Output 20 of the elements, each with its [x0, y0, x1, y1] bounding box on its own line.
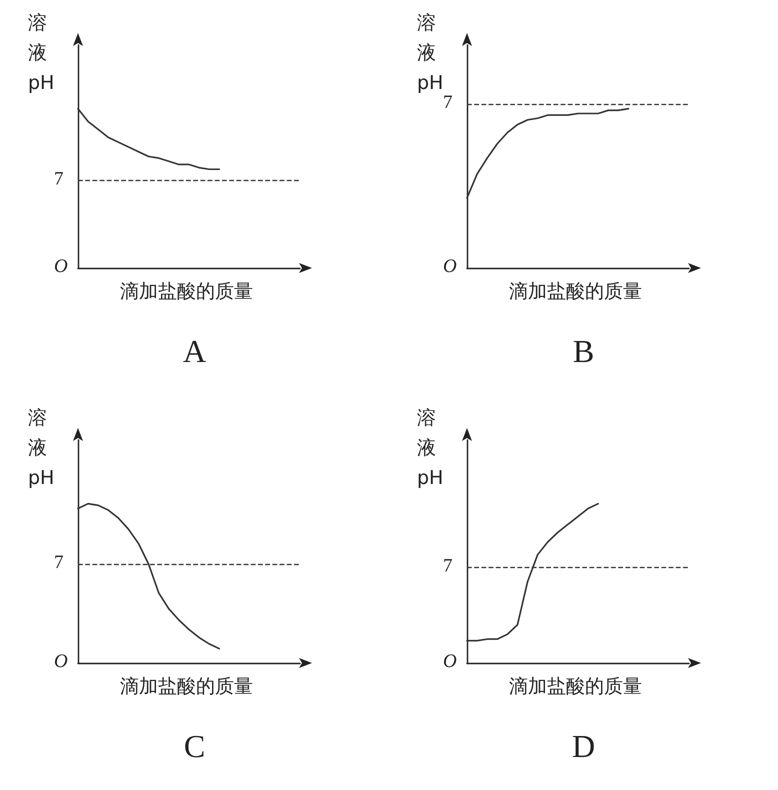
- y-axis-title: 溶液pH: [28, 12, 54, 94]
- y-axis-title: 溶液pH: [417, 407, 444, 489]
- text: O: [443, 651, 457, 672]
- text: 7: [54, 168, 64, 190]
- text: 7: [54, 552, 64, 574]
- text: O: [54, 256, 68, 277]
- text: O: [54, 651, 68, 672]
- x-axis-title: 滴加盐酸的质量: [120, 280, 253, 302]
- text: 7: [443, 555, 452, 576]
- text: B: [572, 333, 594, 369]
- y-axis-title: 溶液pH: [28, 407, 54, 489]
- text: 7: [443, 92, 452, 113]
- text: D: [572, 728, 596, 764]
- text: A: [182, 333, 206, 369]
- text: C: [184, 728, 206, 764]
- x-axis-title: 滴加盐酸的质量: [120, 676, 253, 698]
- x-axis-title: 滴加盐酸的质量: [509, 676, 642, 698]
- y-axis-title: 溶液pH: [417, 12, 444, 94]
- text: O: [443, 256, 457, 277]
- x-axis-title: 滴加盐酸的质量: [509, 280, 642, 302]
